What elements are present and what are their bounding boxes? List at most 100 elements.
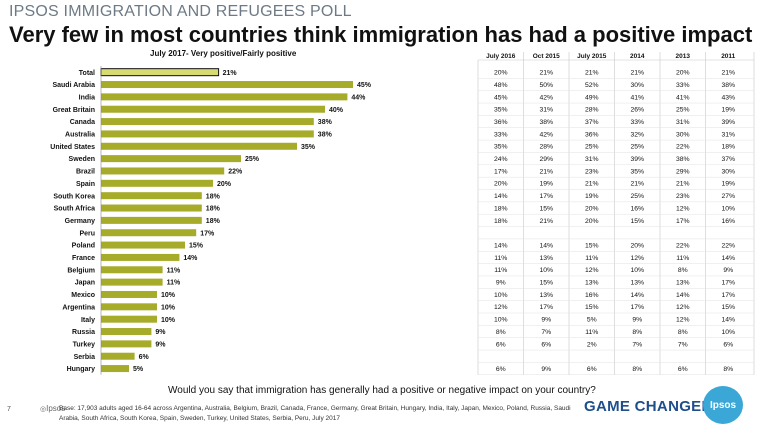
- chart-subtitle: July 2017- Very positive/Fairly positive: [150, 49, 297, 58]
- table-cell: 21%: [676, 181, 690, 188]
- table-cell: 38%: [539, 119, 553, 126]
- table-cell: 16%: [721, 218, 735, 225]
- category-label: Serbia: [74, 354, 96, 361]
- bar: [101, 241, 185, 249]
- bar: [101, 81, 353, 89]
- table-cell: 25%: [676, 107, 690, 114]
- table-cell: 10%: [539, 267, 553, 274]
- table-column-header: 2014: [630, 53, 645, 60]
- table-cell: 33%: [630, 119, 644, 126]
- table-cell: 30%: [676, 131, 690, 138]
- bar: [101, 352, 135, 360]
- table-cell: 2%: [587, 341, 597, 348]
- table-cell: 18%: [721, 144, 735, 151]
- table-cell: 11%: [676, 255, 689, 262]
- bar: [101, 155, 241, 163]
- table-cell: 14%: [630, 292, 644, 299]
- table-column-header: 2011: [721, 53, 735, 60]
- table-cell: 17%: [494, 168, 508, 175]
- table-cell: 25%: [630, 144, 644, 151]
- table-cell: 13%: [676, 280, 690, 287]
- table-cell: 7%: [678, 341, 688, 348]
- table-cell: 31%: [676, 119, 690, 126]
- table-cell: 20%: [676, 70, 690, 77]
- table-cell: 30%: [721, 168, 735, 175]
- table-cell: 36%: [494, 119, 508, 126]
- bar: [101, 278, 163, 286]
- table-cell: 33%: [676, 82, 690, 89]
- data-label: 25%: [245, 156, 260, 163]
- base-note: Base: 17,903 adults aged 16-64 across Ar…: [59, 405, 571, 422]
- table-cell: 22%: [676, 144, 690, 151]
- table-cell: 37%: [721, 156, 735, 163]
- table-cell: 6%: [587, 366, 597, 373]
- table-cell: 13%: [539, 255, 553, 262]
- data-label: 21%: [223, 70, 238, 77]
- table-cell: 23%: [676, 193, 690, 200]
- bar-total: [100, 68, 220, 77]
- poll-kicker: IPSOS IMMIGRATION AND REFUGEES POLL: [9, 3, 352, 20]
- table-cell: 41%: [630, 94, 644, 101]
- category-label: Russia: [72, 329, 95, 336]
- table-cell: 12%: [585, 267, 599, 274]
- category-label: Australia: [65, 132, 95, 139]
- survey-question: Would you say that immigration has gener…: [168, 385, 596, 396]
- table-cell: 15%: [539, 205, 553, 212]
- table-cell: 19%: [721, 107, 735, 114]
- table-cell: 8%: [632, 329, 642, 336]
- category-label: Italy: [81, 317, 95, 324]
- category-label: Turkey: [73, 341, 96, 348]
- bar: [101, 340, 152, 348]
- table-cell: 20%: [585, 205, 599, 212]
- data-label: 17%: [200, 230, 215, 237]
- table-cell: 23%: [585, 168, 599, 175]
- table-cell: 5%: [587, 317, 597, 324]
- table-cell: 29%: [539, 156, 553, 163]
- table-cell: 10%: [721, 205, 735, 212]
- category-label: Germany: [65, 218, 95, 225]
- table-cell: 12%: [494, 304, 508, 311]
- table-cell: 12%: [676, 317, 690, 324]
- table-column-header: July 2016: [486, 53, 516, 60]
- table-cell: 42%: [539, 94, 553, 101]
- table-cell: 8%: [496, 329, 506, 336]
- category-label: Peru: [79, 230, 95, 237]
- bar: [101, 105, 325, 113]
- table-cell: 36%: [585, 131, 599, 138]
- table-cell: 8%: [632, 366, 642, 373]
- table-cell: 37%: [585, 119, 599, 126]
- table-cell: 10%: [721, 329, 735, 336]
- table-cell: 19%: [585, 193, 599, 200]
- table-cell: 17%: [721, 292, 735, 299]
- table-cell: 16%: [630, 205, 644, 212]
- data-label: 11%: [167, 280, 181, 287]
- table-cell: 13%: [585, 280, 599, 287]
- data-label: 5%: [133, 366, 144, 373]
- table-cell: 9%: [632, 317, 642, 324]
- data-label: 18%: [206, 206, 221, 213]
- bar: [101, 179, 213, 187]
- table-cell: 16%: [585, 292, 599, 299]
- table-cell: 17%: [539, 304, 553, 311]
- table-cell: 12%: [630, 255, 644, 262]
- table-cell: 48%: [494, 82, 508, 89]
- table-cell: 17%: [539, 193, 553, 200]
- data-label: 10%: [161, 317, 176, 324]
- bar: [101, 118, 314, 126]
- table-cell: 21%: [539, 168, 553, 175]
- table-cell: 43%: [721, 94, 735, 101]
- category-label: France: [72, 255, 95, 262]
- table-cell: 25%: [630, 193, 644, 200]
- data-label: 10%: [161, 304, 176, 311]
- table-cell: 17%: [676, 218, 690, 225]
- bar: [101, 290, 157, 298]
- table-cell: 9%: [496, 280, 506, 287]
- table-cell: 12%: [676, 205, 690, 212]
- table-cell: 14%: [721, 317, 735, 324]
- data-label: 9%: [155, 341, 166, 348]
- data-label: 35%: [301, 144, 316, 151]
- table-cell: 8%: [678, 267, 688, 274]
- table-cell: 38%: [721, 82, 735, 89]
- table-cell: 22%: [721, 242, 735, 249]
- table-cell: 20%: [494, 70, 508, 77]
